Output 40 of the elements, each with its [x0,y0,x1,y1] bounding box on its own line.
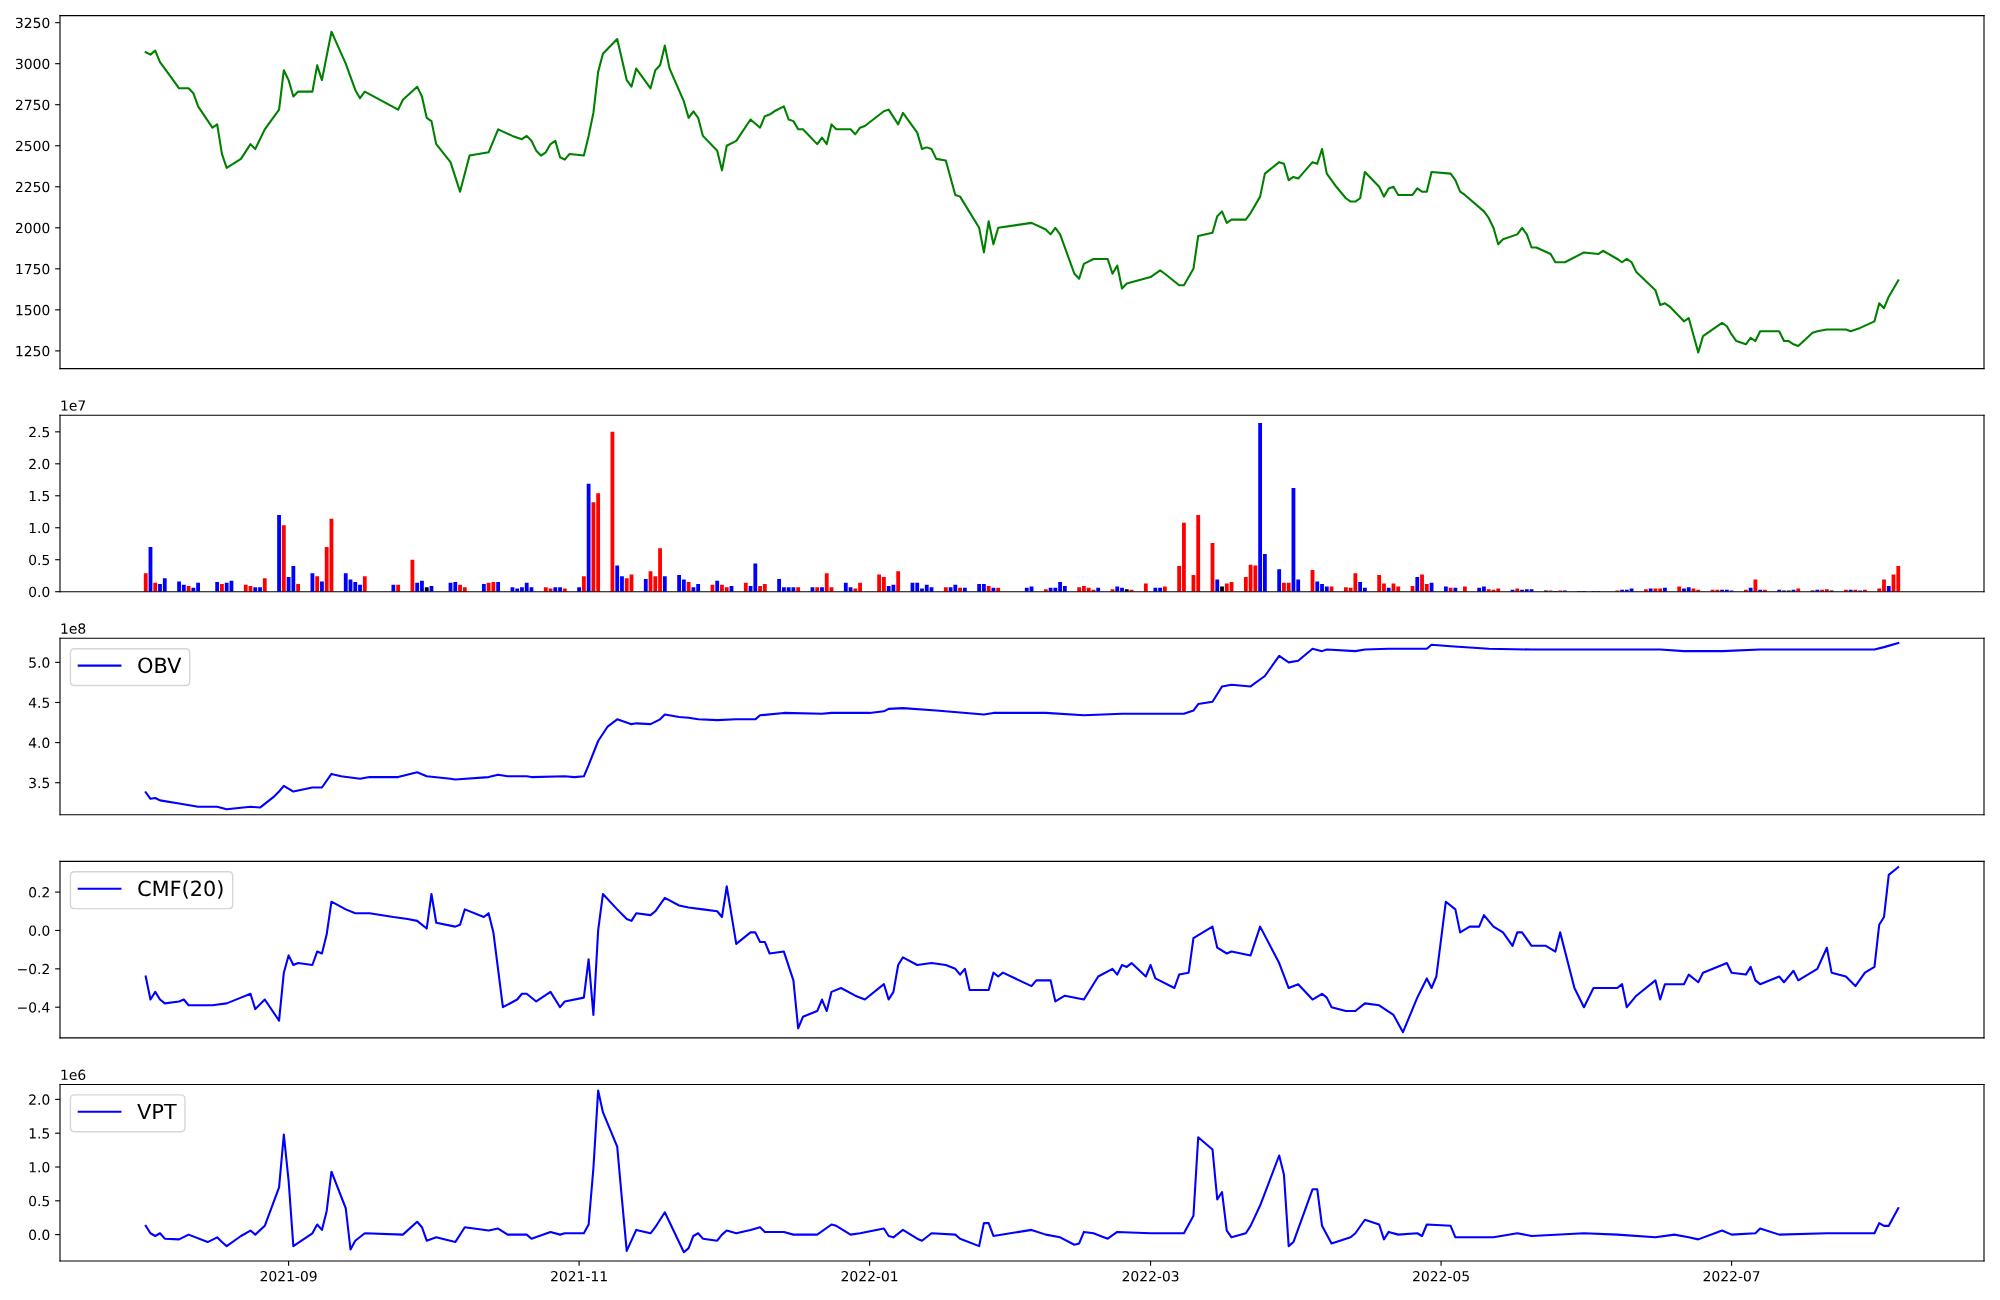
y-tick-label: 0.0 [29,1229,50,1241]
y-tick-label: −0.4 [18,1002,50,1013]
y-tick-label: 2.0 [29,1094,50,1105]
x-tick-label: 2022-01 [841,1270,898,1282]
y-tick-label: 1250 [16,345,50,357]
y-tick-label: 2000 [15,222,50,234]
y-tick-label: 0.2 [29,887,49,898]
text: 1e8 [61,623,86,634]
x-tick-label: 2022-05 [1413,1270,1469,1282]
y-tick-label: 1500 [16,304,50,316]
y-tick-label: 2750 [15,99,50,111]
y-tick-label: 0.0 [29,586,50,598]
legend-label: OBV [138,657,182,674]
y-tick-label: 4.5 [28,697,50,708]
y-tick-label: 3250 [15,17,50,29]
y-tick-label: 2.0 [29,458,50,470]
x-tick-label: 2022-07 [1703,1270,1760,1282]
x-tick-label: 2022-03 [1122,1270,1179,1282]
text: 1e6 [61,1069,86,1081]
y-tick-label: 1.5 [29,490,50,502]
text: 1e7 [61,400,86,411]
y-tick-label: 1.0 [29,1161,50,1173]
y-tick-label: 3000 [15,58,50,70]
legend-label: CMF(20) [138,880,223,899]
y-tick-label: 1.5 [29,1128,50,1139]
x-tick-label: 2021-11 [551,1270,607,1282]
y-tick-label: 2.5 [29,426,50,438]
y-tick-label: 2250 [15,181,50,193]
y-tick-label: 0.5 [29,554,50,566]
y-tick-label: 0.5 [29,1195,50,1207]
x-tick-label: 2021-09 [260,1270,317,1282]
y-tick-label: 5.0 [29,657,50,668]
y-tick-label: 1750 [16,263,50,275]
y-tick-label: 3.5 [29,777,50,789]
y-tick-label: 1.0 [29,522,50,534]
y-tick-label: 2500 [15,140,50,152]
legend-label: VPT [137,1103,177,1120]
y-tick-label: −0.2 [18,963,49,975]
y-tick-label: 4.0 [28,737,50,749]
y-tick-label: 0.0 [29,925,50,936]
